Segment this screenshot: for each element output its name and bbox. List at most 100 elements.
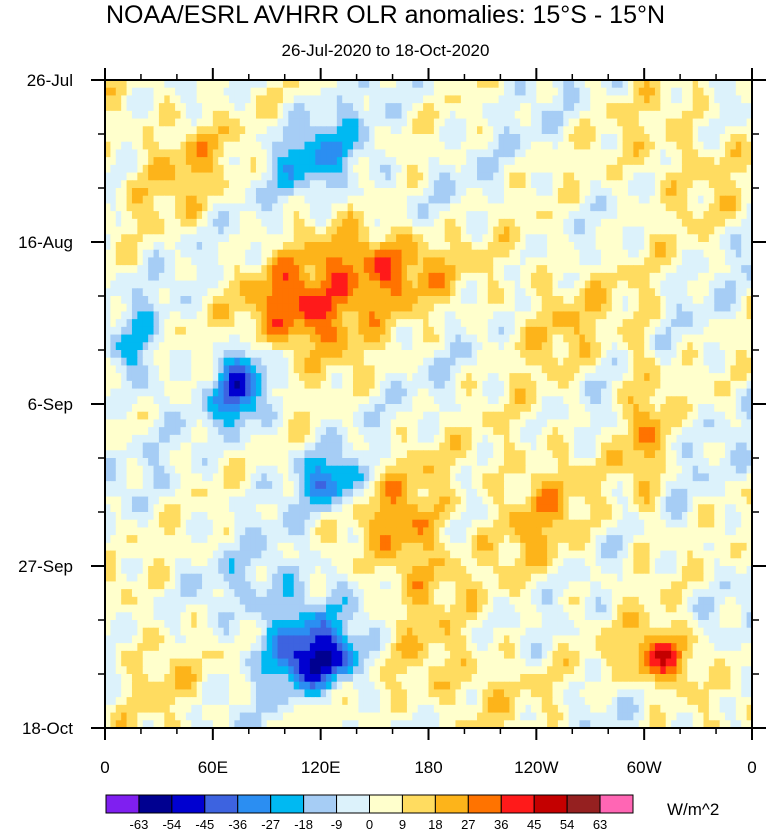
heatmap-cell (277, 226, 284, 235)
heatmap-cell (541, 350, 548, 359)
heatmap-cell (342, 388, 349, 397)
heatmap-cell (218, 311, 225, 320)
heatmap-cell (547, 141, 554, 151)
heatmap-cell (444, 211, 451, 220)
heatmap-cell (482, 134, 489, 143)
heatmap-cell (644, 80, 651, 89)
heatmap-cell (719, 234, 726, 243)
heatmap-cell (574, 149, 581, 158)
heatmap-cell (153, 234, 160, 243)
heatmap-cell (525, 180, 532, 189)
heatmap-cell (390, 80, 397, 89)
heatmap-cell (347, 296, 354, 305)
heatmap-cell (563, 319, 570, 328)
heatmap-cell (541, 172, 548, 181)
heatmap-cell (293, 396, 300, 405)
heatmap-cell (460, 180, 467, 189)
heatmap-cell (320, 134, 327, 143)
heatmap-cell (105, 303, 111, 313)
heatmap-cell (498, 242, 505, 251)
heatmap-cell (131, 157, 138, 166)
heatmap-cell (374, 149, 381, 158)
heatmap-cell (530, 149, 537, 158)
heatmap-cell (185, 334, 192, 343)
heatmap-cell (520, 203, 527, 212)
heatmap-cell (196, 164, 203, 174)
heatmap-cell (692, 118, 699, 127)
heatmap-cell (703, 149, 710, 158)
heatmap-cell (293, 180, 300, 189)
heatmap-cell (148, 203, 155, 212)
heatmap-cell (671, 188, 678, 197)
heatmap-cell (514, 203, 521, 212)
heatmap-cell (202, 380, 209, 390)
heatmap-cell (272, 365, 279, 374)
heatmap-cell (288, 388, 295, 397)
heatmap-cell (363, 311, 370, 320)
heatmap-cell (131, 357, 138, 367)
heatmap-cell (353, 118, 360, 127)
heatmap-cell (627, 373, 634, 382)
heatmap-cell (347, 118, 354, 127)
heatmap-cell (557, 296, 564, 305)
heatmap-cell (644, 134, 651, 143)
heatmap-cell (536, 180, 543, 189)
heatmap-cell (428, 80, 435, 89)
heatmap-cell (202, 365, 209, 374)
heatmap-cell (590, 373, 597, 382)
heatmap-cell (412, 373, 419, 382)
heatmap-cell (185, 87, 192, 97)
heatmap-cell (336, 134, 343, 143)
heatmap-cell (703, 234, 710, 243)
heatmap-cell (595, 288, 602, 297)
heatmap-cell (137, 218, 144, 228)
heatmap-cell (649, 373, 656, 382)
heatmap-cell (320, 319, 327, 328)
heatmap-cell (681, 188, 688, 197)
heatmap-cell (374, 118, 381, 127)
heatmap-cell (649, 141, 656, 151)
heatmap-cell (692, 234, 699, 243)
heatmap-cell (342, 334, 349, 343)
heatmap-cell (105, 211, 111, 220)
heatmap-cell (714, 249, 721, 259)
heatmap-cell (255, 103, 262, 112)
heatmap-cell (450, 334, 457, 343)
heatmap-cell (277, 180, 284, 189)
heatmap-cell (390, 188, 397, 197)
heatmap-cell (644, 265, 651, 274)
heatmap-cell (644, 172, 651, 181)
heatmap-cell (606, 87, 613, 97)
heatmap-cell (261, 188, 268, 197)
heatmap-cell (439, 226, 446, 235)
heatmap-cell (622, 357, 629, 367)
heatmap-cell (687, 149, 694, 158)
heatmap-cell (671, 195, 678, 205)
heatmap-cell (207, 334, 214, 343)
heatmap-cell (525, 334, 532, 343)
heatmap-cell (196, 80, 203, 89)
heatmap-cell (401, 126, 408, 135)
heatmap-cell (611, 380, 618, 390)
heatmap-cell (428, 211, 435, 220)
heatmap-cell (353, 87, 360, 97)
heatmap-cell (644, 326, 651, 336)
heatmap-cell (331, 380, 338, 390)
heatmap-cell (708, 195, 715, 205)
heatmap-cell (563, 326, 570, 336)
heatmap-cell (223, 110, 230, 120)
heatmap-cell (142, 218, 149, 228)
heatmap-cell (412, 311, 419, 320)
heatmap-cell (358, 334, 365, 343)
heatmap-cell (153, 110, 160, 120)
heatmap-cell (460, 134, 467, 143)
heatmap-cell (363, 296, 370, 305)
heatmap-cell (541, 180, 548, 189)
heatmap-cell (568, 365, 575, 374)
heatmap-cell (169, 180, 176, 189)
heatmap-cell (342, 373, 349, 382)
heatmap-cell (142, 303, 149, 313)
heatmap-cell (131, 234, 138, 243)
heatmap-cell (336, 242, 343, 251)
heatmap-cell (293, 157, 300, 166)
